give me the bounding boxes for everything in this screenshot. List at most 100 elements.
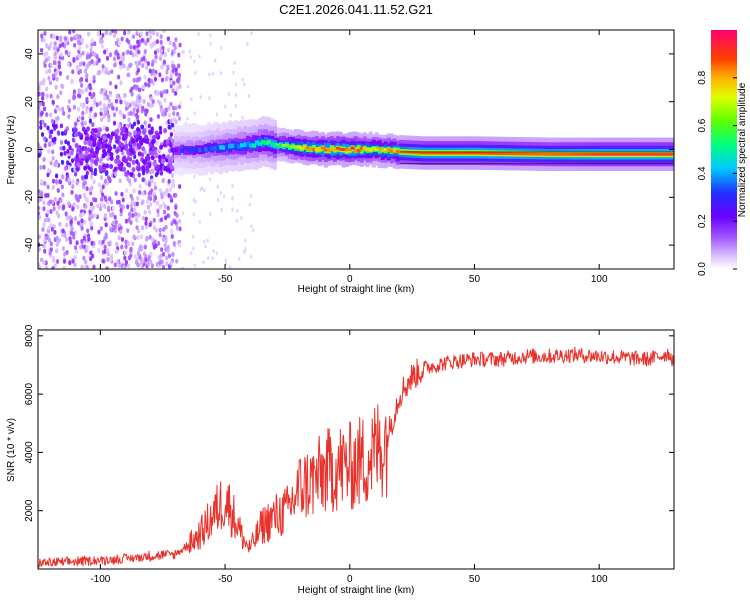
spectrum-ridge-cell bbox=[392, 148, 397, 152]
y-tick-label: 2000 bbox=[24, 499, 35, 522]
spectrum-speck bbox=[172, 42, 176, 47]
spectrum-speck bbox=[109, 151, 114, 158]
spectrum-speck bbox=[152, 40, 157, 46]
spectrum-speck bbox=[99, 226, 103, 231]
spectrum-speck bbox=[186, 116, 189, 121]
spectrum-speck bbox=[49, 241, 53, 247]
spectrum-speck bbox=[84, 264, 88, 269]
spectrum-speck bbox=[150, 263, 154, 269]
spectrum-ridge-cell bbox=[662, 152, 667, 156]
spectrum-speck bbox=[99, 175, 104, 180]
spectrum-speck bbox=[130, 124, 135, 130]
spectrum-speck bbox=[160, 194, 164, 200]
spectrum-speck bbox=[158, 204, 163, 210]
spectrum-speck bbox=[61, 42, 65, 47]
spectrum-speck bbox=[169, 165, 174, 171]
spectrum-speck bbox=[75, 180, 79, 186]
spectrum-speck bbox=[150, 155, 155, 161]
spectrum-speck bbox=[133, 177, 137, 183]
spectrum-ridge-cell bbox=[479, 151, 484, 155]
spectrum-speck bbox=[167, 112, 172, 118]
spectrum-speck bbox=[111, 105, 115, 111]
spectrum-speck bbox=[114, 158, 119, 164]
spectrum-speck bbox=[72, 95, 76, 101]
spectrum-speck bbox=[45, 235, 49, 241]
spectrum-speck bbox=[246, 41, 249, 46]
spectrum-speck bbox=[40, 132, 45, 137]
spectrum-ridge-cell bbox=[413, 151, 418, 155]
spectrum-speck bbox=[103, 236, 107, 241]
spectrum-speck bbox=[62, 111, 66, 116]
spectrum-ridge-cell bbox=[395, 150, 400, 154]
spectrum-speck bbox=[127, 131, 132, 137]
spectrum-speck bbox=[42, 222, 46, 228]
spectrum-speck bbox=[235, 208, 239, 213]
spectrum-speck bbox=[78, 153, 83, 159]
spectrum-speck bbox=[92, 264, 96, 269]
colorbar-tick-label: 0.6 bbox=[697, 118, 708, 132]
spectrum-speck bbox=[89, 250, 93, 256]
spectrum-speck bbox=[132, 111, 136, 117]
spectrum-speck bbox=[178, 218, 182, 224]
spectrum-speck bbox=[143, 244, 147, 250]
spectrum-speck bbox=[153, 58, 158, 64]
spectrum-speck bbox=[112, 33, 117, 38]
spectrum-speck bbox=[107, 98, 112, 104]
x-tick-label: 100 bbox=[591, 274, 608, 285]
snr-x-label: Height of straight line (km) bbox=[298, 585, 415, 596]
spectrum-speck bbox=[67, 51, 71, 56]
spectrum-speck bbox=[122, 63, 126, 69]
spectrum-ridge-cell bbox=[578, 152, 583, 156]
spectrum-speck bbox=[118, 60, 123, 66]
spectrum-speck bbox=[90, 42, 94, 47]
spectrum-speck bbox=[150, 30, 154, 35]
spectrum-speck bbox=[172, 241, 176, 246]
colorbar-gradient bbox=[711, 30, 737, 269]
spectrum-speck bbox=[160, 247, 164, 253]
spectrum-speck bbox=[171, 60, 175, 66]
colorbar-tick-label: 0.0 bbox=[697, 262, 708, 276]
spectrum-speck bbox=[119, 229, 123, 235]
spectrum-ridge-cell bbox=[284, 143, 289, 147]
spectrum-speck bbox=[38, 189, 41, 195]
spectrum-speck bbox=[62, 145, 66, 151]
spectrum-ridge-cell bbox=[566, 152, 571, 156]
spectrum-speck bbox=[38, 246, 41, 252]
spectrum-speck bbox=[91, 253, 95, 259]
spectrum-speck bbox=[163, 204, 168, 209]
spectrum-speck bbox=[58, 43, 62, 49]
spectrum-speck bbox=[105, 126, 110, 132]
spectrum-speck bbox=[171, 122, 175, 128]
spectrum-speck bbox=[64, 139, 68, 145]
spectrum-speck bbox=[93, 112, 98, 118]
spectrum-speck bbox=[69, 36, 74, 42]
spectrum-speck bbox=[169, 194, 173, 200]
spectrum-speck bbox=[127, 217, 131, 223]
spectrum-speck bbox=[165, 167, 170, 173]
spectrum-speck bbox=[232, 70, 235, 75]
spectrum-speck bbox=[138, 103, 143, 109]
y-tick-label: 4000 bbox=[24, 441, 35, 464]
spectrum-speck bbox=[250, 254, 253, 259]
spectrum-speck bbox=[88, 209, 92, 215]
spectrum-speck bbox=[234, 103, 237, 108]
spectrum-speck bbox=[55, 35, 59, 41]
spectrum-ridge-cell bbox=[311, 145, 316, 151]
spectrum-speck bbox=[45, 112, 49, 118]
spectrum-speck bbox=[80, 264, 84, 269]
spectrum-speck bbox=[110, 254, 114, 260]
spectrum-speck bbox=[136, 67, 140, 73]
spectrum-speck bbox=[112, 120, 117, 126]
spectrum-speck bbox=[172, 111, 176, 116]
spectrum-speck bbox=[109, 155, 114, 161]
spectrum-ridge-cell bbox=[461, 151, 466, 155]
spectrum-speck bbox=[79, 88, 83, 94]
spectrum-ridge-cell bbox=[425, 151, 430, 155]
spectrum-speck bbox=[132, 77, 136, 83]
spectrum-speck bbox=[116, 74, 121, 80]
spectrum-ridge-cell bbox=[350, 146, 355, 150]
spectrum-speck bbox=[84, 174, 89, 180]
spectrum-speck bbox=[158, 101, 162, 106]
spectrum-speck bbox=[82, 255, 86, 261]
spectrum-speck bbox=[81, 115, 85, 121]
